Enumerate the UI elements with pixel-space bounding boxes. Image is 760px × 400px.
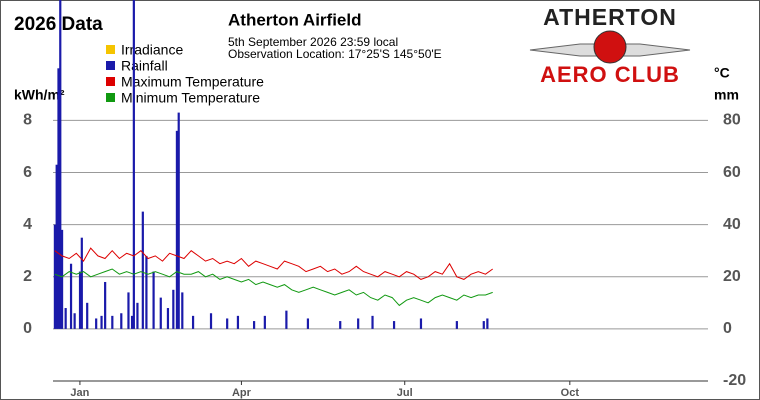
bar — [159, 297, 162, 329]
bar — [166, 308, 170, 329]
bar — [64, 308, 67, 329]
bar — [455, 321, 458, 329]
legend-label: Minimum Temperature — [121, 90, 260, 106]
station: Atherton Airfield — [228, 10, 361, 29]
bar — [69, 263, 73, 329]
location: Observation Location: 17°25'S 145°50'E — [228, 47, 442, 61]
bar — [191, 315, 195, 329]
bar — [57, 68, 60, 329]
bar — [236, 315, 240, 329]
y-tick-label: 4 — [23, 216, 32, 233]
legend-label: Irradiance — [121, 42, 183, 58]
bar — [100, 315, 103, 329]
bar — [181, 292, 184, 329]
y-tick-label: 0 — [23, 320, 32, 337]
y-axis-label: kWh/m² — [14, 87, 65, 103]
bar — [145, 255, 148, 329]
legend-swatch — [106, 77, 115, 86]
legend-swatch — [106, 93, 115, 102]
bar — [392, 321, 396, 329]
bar — [59, 0, 62, 329]
chart-title: 2026 Data — [14, 14, 103, 35]
bar — [95, 318, 98, 329]
bar — [486, 318, 489, 329]
bar — [339, 321, 342, 329]
bar — [226, 318, 229, 329]
bar — [177, 112, 180, 329]
x-tick-label: Jul — [397, 387, 413, 399]
y2-tick-label: 40 — [723, 216, 741, 233]
bar — [130, 315, 134, 329]
bar — [127, 292, 130, 329]
bar — [285, 310, 288, 329]
legend-label: Rainfall — [121, 58, 168, 74]
bar — [73, 313, 76, 329]
bar — [120, 313, 123, 329]
bar — [86, 302, 89, 329]
y2-axis-unit: °C — [714, 65, 730, 81]
y2-tick-label: 80 — [723, 112, 741, 129]
x-tick-label: Oct — [561, 387, 580, 399]
bar — [371, 315, 374, 329]
y2-tick-label: 0 — [723, 320, 732, 337]
x-tick-label: Jan — [70, 387, 89, 399]
bar — [80, 237, 83, 329]
bar — [172, 289, 175, 329]
line — [54, 268, 493, 307]
y2-tick-label: -20 — [723, 372, 746, 389]
logo-top: ATHERTON — [543, 4, 677, 30]
bar — [132, 0, 135, 329]
bar — [136, 302, 139, 329]
bar — [53, 224, 56, 329]
x-tick-label: Apr — [232, 387, 252, 399]
y2-axis-label: mm — [714, 87, 739, 103]
bar — [104, 281, 107, 329]
bar — [152, 271, 155, 329]
timestamp: 5th September 2026 23:59 local — [228, 35, 398, 49]
bar — [482, 321, 485, 329]
bar — [78, 271, 82, 329]
bar — [60, 229, 64, 329]
bar — [141, 211, 144, 329]
y2-tick-label: 60 — [723, 164, 741, 181]
bar — [209, 313, 213, 329]
bar — [175, 130, 179, 329]
logo-plane — [593, 30, 627, 64]
bar — [263, 315, 266, 329]
bar — [111, 315, 114, 329]
y2-tick-label: 20 — [723, 268, 741, 285]
legend-label: Maximum Temperature — [121, 74, 264, 90]
y-tick-label: 2 — [23, 268, 32, 285]
legend-swatch — [106, 45, 115, 54]
bar — [252, 321, 256, 329]
logo: ATHERTON AERO CLUB — [529, 4, 691, 87]
y-tick-label: 8 — [23, 112, 32, 129]
logo-bottom: AERO CLUB — [540, 62, 680, 87]
line — [54, 247, 493, 280]
bar — [357, 318, 360, 329]
legend-swatch — [106, 61, 115, 70]
bar — [306, 318, 310, 329]
y-tick-label: 6 — [23, 164, 32, 181]
bar — [55, 164, 58, 329]
bar — [419, 318, 423, 329]
